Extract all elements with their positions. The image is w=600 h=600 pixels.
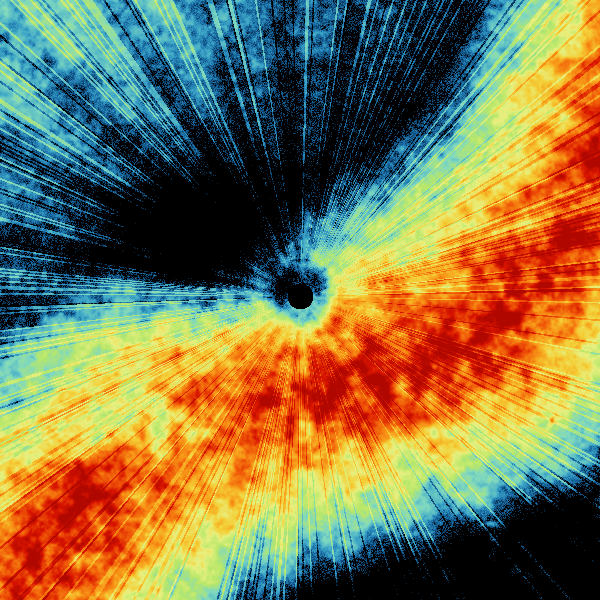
radar-reflectivity-image xyxy=(0,0,600,600)
radar-image-viewport xyxy=(0,0,600,600)
